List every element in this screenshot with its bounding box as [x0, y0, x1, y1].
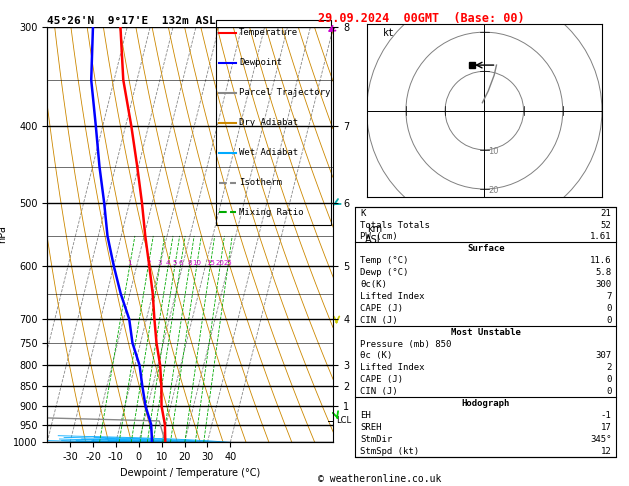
Text: 52: 52 — [601, 221, 611, 229]
Text: 3: 3 — [157, 260, 162, 266]
Text: -1: -1 — [601, 411, 611, 420]
Text: 25: 25 — [223, 260, 232, 266]
Text: Temp (°C): Temp (°C) — [360, 256, 409, 265]
Text: 1.61: 1.61 — [590, 232, 611, 242]
Text: 17: 17 — [601, 423, 611, 432]
Text: Dry Adiabat: Dry Adiabat — [239, 118, 298, 127]
Text: 5: 5 — [173, 260, 177, 266]
Text: © weatheronline.co.uk: © weatheronline.co.uk — [318, 473, 441, 484]
Text: 10: 10 — [488, 147, 499, 156]
Text: Dewp (°C): Dewp (°C) — [360, 268, 409, 277]
Text: 11.6: 11.6 — [590, 256, 611, 265]
Text: Parcel Trajectory: Parcel Trajectory — [239, 88, 330, 97]
Text: Lifted Index: Lifted Index — [360, 364, 425, 372]
Text: K: K — [360, 208, 366, 218]
Text: Temperature: Temperature — [239, 29, 298, 37]
Text: 0: 0 — [606, 387, 611, 396]
Text: 6: 6 — [178, 260, 182, 266]
Text: Lifted Index: Lifted Index — [360, 292, 425, 301]
Text: 345°: 345° — [590, 435, 611, 444]
Text: 15: 15 — [206, 260, 214, 266]
Text: 20: 20 — [216, 260, 225, 266]
Text: LCL: LCL — [337, 417, 352, 425]
Text: 12: 12 — [601, 447, 611, 456]
Text: CAPE (J): CAPE (J) — [360, 375, 403, 384]
Text: 7: 7 — [606, 292, 611, 301]
Text: 20: 20 — [488, 186, 499, 195]
Text: 10: 10 — [192, 260, 201, 266]
Text: 0: 0 — [606, 375, 611, 384]
Text: Dewpoint: Dewpoint — [239, 58, 282, 68]
Text: Surface: Surface — [467, 244, 504, 253]
Text: 8: 8 — [187, 260, 192, 266]
Text: 29.09.2024  00GMT  (Base: 00): 29.09.2024 00GMT (Base: 00) — [318, 12, 524, 25]
Text: Mixing Ratio: Mixing Ratio — [239, 208, 303, 217]
Bar — [216, 20, 330, 225]
Text: 0: 0 — [606, 316, 611, 325]
Text: Most Unstable: Most Unstable — [451, 328, 521, 337]
Text: EH: EH — [360, 411, 371, 420]
Text: SREH: SREH — [360, 423, 382, 432]
Text: Hodograph: Hodograph — [462, 399, 510, 408]
Text: CIN (J): CIN (J) — [360, 316, 398, 325]
Text: CIN (J): CIN (J) — [360, 387, 398, 396]
Text: 0: 0 — [606, 304, 611, 313]
Text: Pressure (mb) 850: Pressure (mb) 850 — [360, 340, 452, 348]
Text: θc (K): θc (K) — [360, 351, 392, 361]
Text: PW (cm): PW (cm) — [360, 232, 398, 242]
Text: Totals Totals: Totals Totals — [360, 221, 430, 229]
Y-axis label: hPa: hPa — [0, 226, 8, 243]
Text: 5.8: 5.8 — [595, 268, 611, 277]
Text: Wet Adiabat: Wet Adiabat — [239, 148, 298, 157]
Text: StmSpd (kt): StmSpd (kt) — [360, 447, 420, 456]
Text: θc(K): θc(K) — [360, 280, 387, 289]
Text: Isotherm: Isotherm — [239, 178, 282, 187]
Y-axis label: km
ASL: km ASL — [365, 224, 384, 245]
Text: 1: 1 — [128, 260, 132, 266]
Text: 21: 21 — [601, 208, 611, 218]
Text: 45°26'N  9°17'E  132m ASL: 45°26'N 9°17'E 132m ASL — [47, 16, 216, 26]
Text: CAPE (J): CAPE (J) — [360, 304, 403, 313]
Text: 4: 4 — [166, 260, 170, 266]
Text: 300: 300 — [595, 280, 611, 289]
Text: 2: 2 — [606, 364, 611, 372]
X-axis label: Dewpoint / Temperature (°C): Dewpoint / Temperature (°C) — [120, 468, 260, 478]
Text: 307: 307 — [595, 351, 611, 361]
Text: StmDir: StmDir — [360, 435, 392, 444]
Text: kt: kt — [382, 28, 394, 38]
Text: 2: 2 — [146, 260, 150, 266]
